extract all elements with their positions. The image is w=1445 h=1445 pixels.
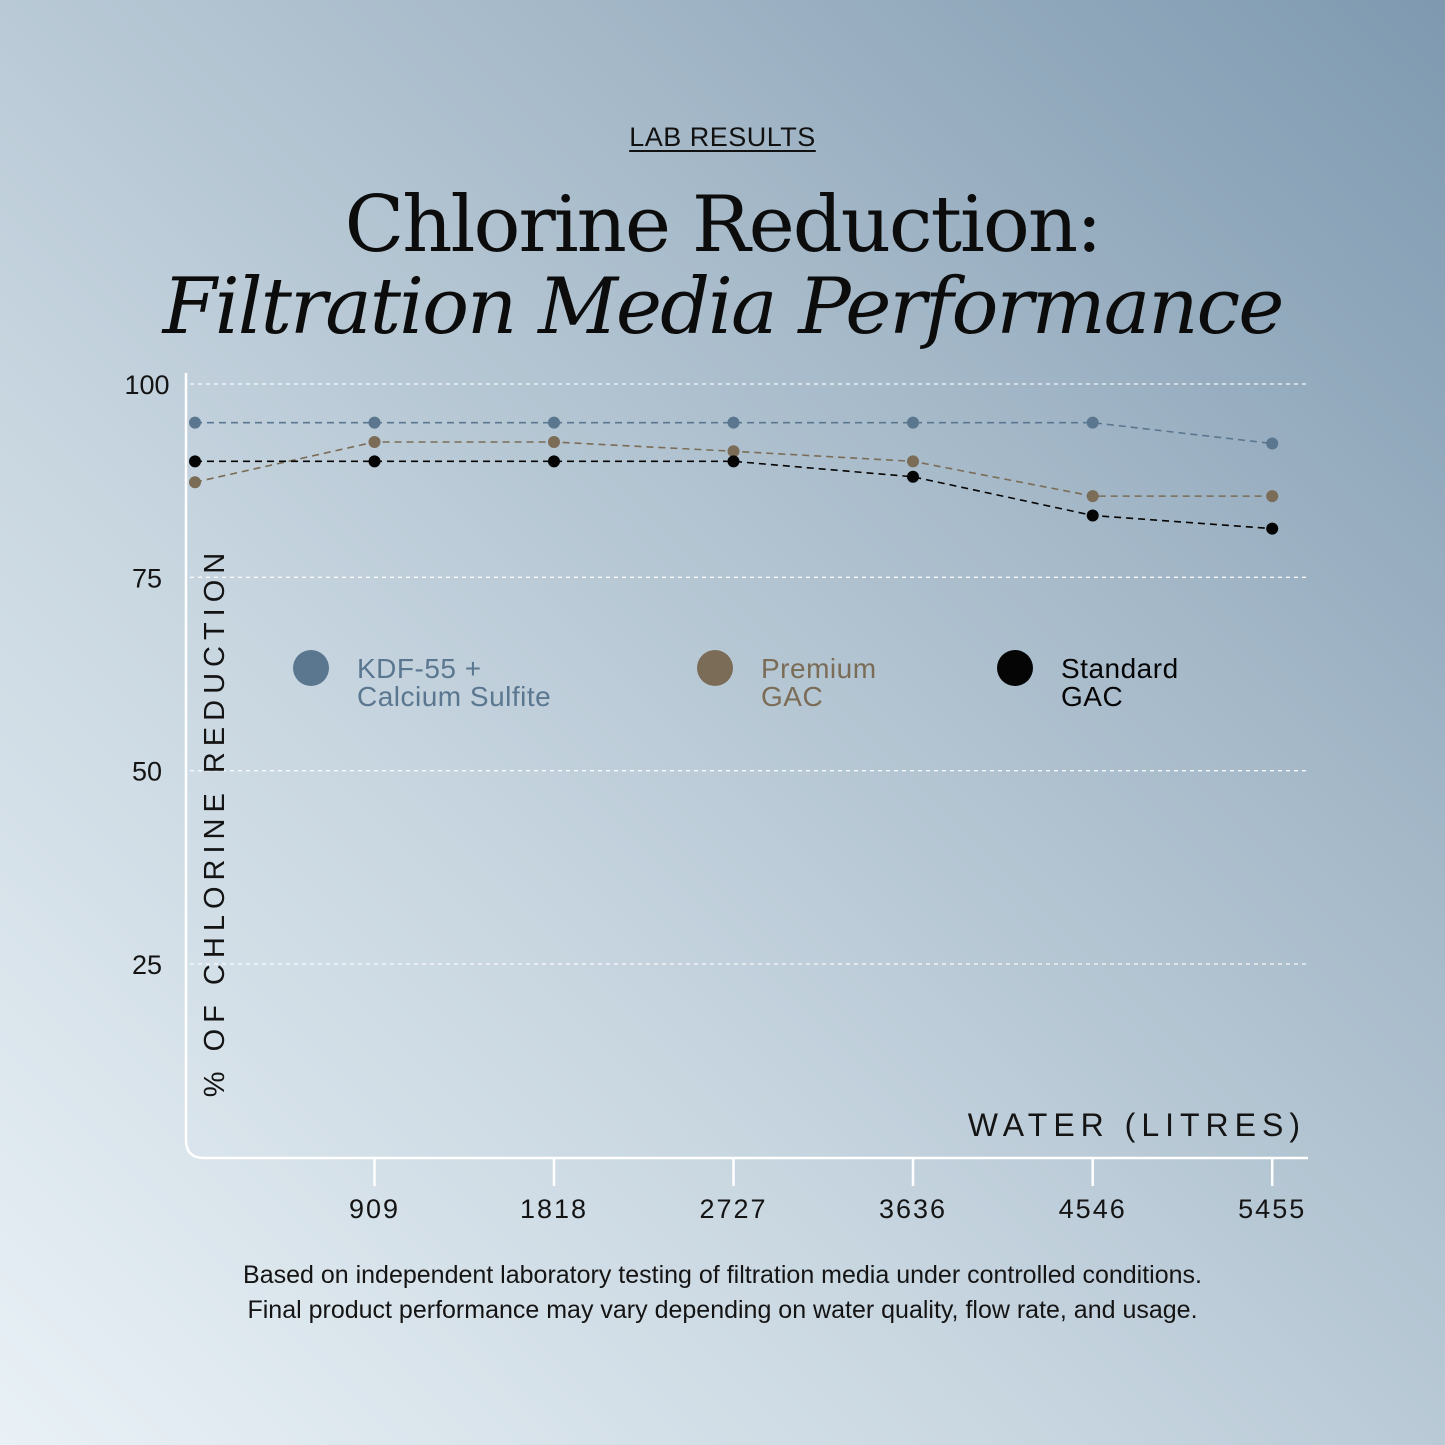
- footnote: Based on independent laboratory testing …: [0, 1258, 1445, 1328]
- chart-title: Chlorine Reduction:: [344, 180, 1103, 270]
- series-line-2: [195, 460, 1273, 530]
- eyebrow-label: LAB RESULTS: [629, 122, 816, 152]
- x-tick-label: 2727: [699, 1194, 767, 1224]
- legend-label: Standard: [1061, 653, 1179, 684]
- axes-frame: [184, 373, 1308, 1160]
- data-point: [727, 416, 740, 429]
- data-point: [727, 445, 740, 458]
- y-axis-title: % OF CHLORINE REDUCTION: [199, 547, 231, 1097]
- x-tick-label: 5455: [1238, 1194, 1306, 1224]
- legend-label: Premium: [761, 653, 877, 684]
- y-tick-label: 75: [132, 563, 162, 593]
- x-axis-title: WATER (LITRES): [968, 1107, 1306, 1143]
- x-tick-label: 909: [349, 1194, 400, 1224]
- data-point: [548, 436, 560, 448]
- data-point: [907, 416, 919, 429]
- data-point: [548, 416, 560, 429]
- data-point: [1266, 522, 1279, 535]
- legend-label: GAC: [761, 681, 823, 712]
- y-tick-label: 25: [132, 950, 162, 980]
- data-point: [368, 455, 381, 468]
- legend-marker-2: [997, 650, 1033, 686]
- legend-label: Calcium Sulfite: [357, 681, 551, 712]
- legend-marker-0: [293, 650, 329, 686]
- legend-label: KDF-55 +: [357, 653, 482, 684]
- data-point: [548, 455, 560, 468]
- data-point: [727, 455, 740, 468]
- chart-subtitle: Filtration Media Performance: [162, 262, 1285, 352]
- x-tick-label: 3636: [879, 1194, 947, 1224]
- data-point: [1266, 437, 1279, 450]
- legend-label: GAC: [1061, 681, 1123, 712]
- data-point: [189, 416, 201, 429]
- y-tick-label: 100: [124, 370, 169, 400]
- footnote-line-2: Final product performance may vary depen…: [247, 1296, 1198, 1324]
- data-point: [1086, 490, 1099, 503]
- data-point: [1086, 416, 1099, 429]
- data-point: [189, 476, 201, 489]
- y-tick-label: 50: [132, 757, 162, 787]
- x-tick-label: 1818: [520, 1194, 588, 1224]
- data-point: [368, 436, 381, 448]
- data-point: [1086, 509, 1099, 522]
- x-tick-label: 4546: [1059, 1194, 1127, 1224]
- footnote-line-1: Based on independent laboratory testing …: [243, 1261, 1202, 1289]
- data-point: [907, 470, 919, 483]
- legend-marker-1: [697, 650, 733, 686]
- data-point: [907, 455, 919, 468]
- data-point: [1266, 490, 1279, 503]
- data-point: [368, 416, 381, 429]
- data-point: [189, 455, 201, 468]
